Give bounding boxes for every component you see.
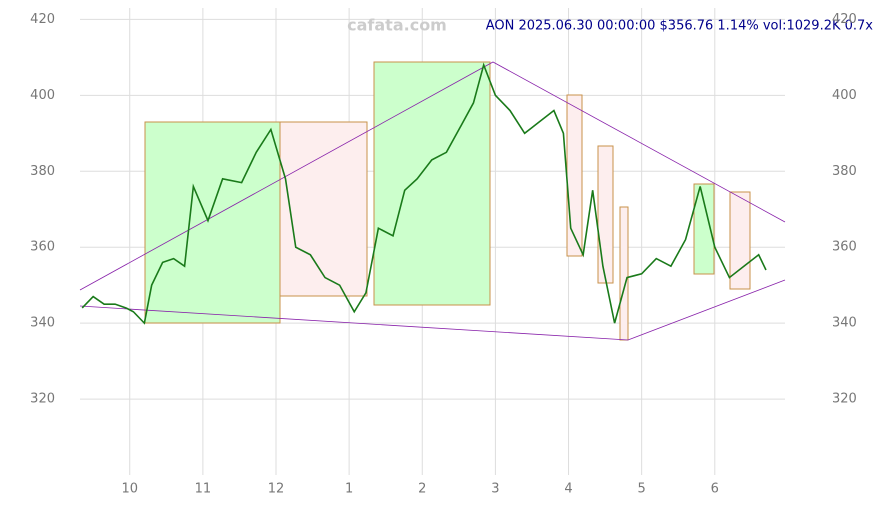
y-tick-label: 320 [832, 392, 857, 407]
x-tick-label: 3 [491, 482, 499, 497]
y-tick-label: 380 [832, 164, 857, 179]
x-tick-label: 11 [195, 482, 212, 497]
x-tick-label: 6 [711, 482, 719, 497]
y-tick-label: 360 [832, 240, 857, 255]
price-line [81, 62, 767, 325]
box [144, 121, 281, 324]
chart-title: AON 2025.06.30 00:00:00 $356.76 1.14% vo… [486, 19, 874, 34]
trend-line [79, 61, 786, 291]
x-tick-label: 4 [564, 482, 572, 497]
x-tick-label: 12 [268, 482, 285, 497]
x-tick-label: 1 [345, 482, 353, 497]
y-tick-label: 340 [832, 316, 857, 331]
y-tick-label: 400 [832, 88, 857, 103]
box [566, 94, 583, 257]
x-tick-label: 2 [418, 482, 426, 497]
trend-lines [79, 61, 786, 341]
watermark: cafata.com [347, 16, 447, 35]
y-tick-label: 340 [30, 316, 55, 331]
box [279, 121, 368, 297]
trend-line [79, 279, 786, 341]
y-tick-label: 380 [30, 164, 55, 179]
x-tick-label: 10 [121, 482, 138, 497]
box [619, 206, 629, 341]
y-tick-label: 360 [30, 240, 55, 255]
box [373, 61, 491, 306]
y-tick-label: 320 [30, 392, 55, 407]
y-tick-label: 420 [30, 12, 55, 27]
x-tick-label: 5 [638, 482, 646, 497]
box [597, 145, 614, 284]
y-tick-label: 420 [832, 12, 857, 27]
range-boxes [144, 61, 751, 341]
box [693, 183, 715, 275]
y-tick-label: 400 [30, 88, 55, 103]
